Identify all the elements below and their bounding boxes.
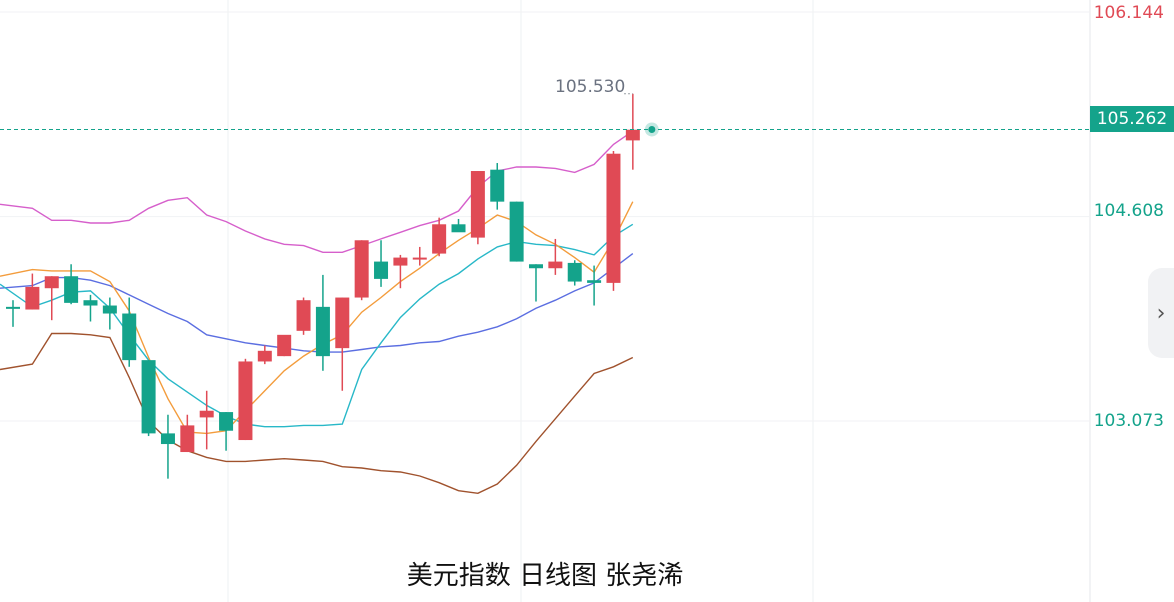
candle-body [393,257,408,266]
candle-body [335,297,350,349]
candle-body [6,306,20,309]
axis-label-top: 106.144 [1093,3,1164,23]
candle-body [509,201,524,262]
current-price-overlay [0,93,1090,137]
candle-body [490,169,505,202]
candle-body [199,410,214,418]
candle-body [548,261,563,269]
candle-body [277,334,292,357]
upper-band-line [0,130,634,254]
candle-body [587,280,602,283]
candle-body [180,425,195,453]
candle-body [83,300,98,306]
candle-body [257,350,272,362]
candle-body [102,305,117,314]
candle-body [219,412,234,431]
candle-body [296,300,311,331]
lower-band-line [0,332,634,495]
candle-body [64,276,79,303]
candles [6,93,640,479]
axis-label-low: 103.073 [1093,411,1164,431]
candle-body [625,129,640,141]
candle-body [238,361,253,441]
candle-body [25,286,40,310]
current-price-badge: 105.262 [1090,106,1174,132]
candle-body [451,224,466,233]
current-price-dot [648,125,656,133]
candle-body [354,240,369,298]
candle-body [122,313,137,361]
candle-body [432,224,447,254]
candle-body [412,257,427,260]
candle-body [160,433,175,445]
candle-body [141,360,156,434]
scroll-right-icon[interactable]: › [1148,268,1174,358]
candle-body [528,264,543,269]
candle-body [374,261,389,279]
grid-lines [0,0,1091,602]
candle-body [315,306,330,357]
high-price-annotation: 105.530 [555,77,626,97]
candle-body [567,262,582,282]
candle-body [606,153,621,283]
candle-body [44,276,59,289]
chart-title: 美元指数 日线图 张尧浠 [406,561,684,591]
ma-slow-line [0,223,634,428]
axis-label-mid: 104.608 [1093,201,1164,221]
candle-body [470,171,485,238]
